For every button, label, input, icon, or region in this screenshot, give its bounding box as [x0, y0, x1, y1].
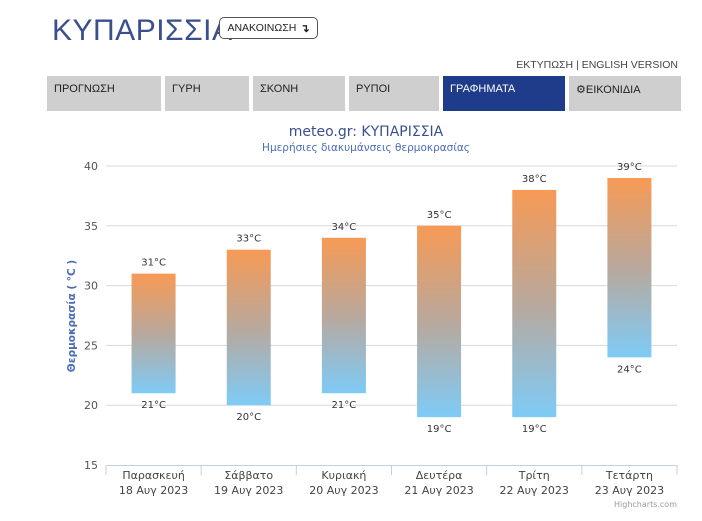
- x-tick-date: 18 Αυγ 2023: [119, 484, 188, 497]
- high-temp-label: 33°C: [236, 234, 261, 245]
- x-tick-date: 20 Αυγ 2023: [309, 484, 378, 497]
- x-tick-date: 23 Αυγ 2023: [595, 484, 664, 497]
- low-temp-label: 20°C: [236, 412, 261, 423]
- credits-link[interactable]: Highcharts.com: [614, 500, 677, 509]
- arrow-turn-icon: ↴: [300, 22, 310, 35]
- main-nav: ΠΡΟΓΝΩΣΗ ΓΥΡΗ ΣΚΟΝΗ ΡΥΠΟΙ ΓΡΑΦΗΜΑΤΑ ⚙ΕΙΚ…: [47, 76, 681, 111]
- low-temp-label: 21°C: [141, 400, 166, 411]
- tab-label: ΠΡΟΓΝΩΣΗ: [54, 83, 115, 95]
- low-temp-label: 19°C: [522, 424, 547, 435]
- grid-lines: [106, 165, 677, 406]
- gear-icon: ⚙: [576, 84, 586, 96]
- tab-pollen[interactable]: ΓΥΡΗ: [165, 76, 249, 111]
- x-tick-day: Τρίτη: [518, 469, 550, 482]
- x-tick-day: Παρασκευή: [122, 469, 185, 482]
- temperature-bar[interactable]: [131, 273, 176, 394]
- high-temp-label: 31°C: [141, 258, 166, 269]
- link-separator: |: [576, 59, 579, 71]
- low-temp-label: 24°C: [617, 364, 642, 375]
- x-tick-day: Δευτέρα: [416, 469, 463, 482]
- tab-pollutants[interactable]: ΡΥΠΟΙ: [349, 76, 439, 111]
- print-link[interactable]: ΕΚΤΥΠΩΣΗ: [516, 59, 574, 71]
- high-temp-label: 34°C: [332, 222, 357, 233]
- x-tick-day: Κυριακή: [321, 469, 366, 482]
- english-version-link[interactable]: ENGLISH VERSION: [581, 59, 678, 71]
- x-tick-date: 21 Αυγ 2023: [404, 484, 473, 497]
- y-tick-label: 30: [84, 280, 98, 293]
- chart-subtitle: Ημερήσιες διακυμάνσεις θερμοκρασίας: [262, 142, 470, 154]
- tab-label: ΕΙΚΟΝΙΔΙΑ: [585, 84, 641, 96]
- tab-charts[interactable]: ΓΡΑΦΗΜΑΤΑ: [443, 76, 565, 111]
- y-tick-label: 15: [84, 459, 98, 472]
- top-links: ΕΚΤΥΠΩΣΗ | ENGLISH VERSION: [516, 59, 678, 71]
- low-temp-label: 21°C: [332, 400, 357, 411]
- x-axis: Παρασκευή 18 Αυγ 2023 Σάββατο 19 Αυγ 2023 Κυ…: [105, 465, 678, 497]
- y-tick-label: 25: [84, 339, 98, 352]
- x-tick-date: 22 Αυγ 2023: [500, 484, 569, 497]
- y-tick-label: 40: [84, 160, 98, 173]
- y-tick-label: 35: [84, 220, 98, 233]
- tab-label: ΡΥΠΟΙ: [356, 83, 391, 95]
- tab-label: ΓΥΡΗ: [172, 83, 201, 95]
- tab-forecast[interactable]: ΠΡΟΓΝΩΣΗ: [47, 76, 161, 111]
- tab-label: ΓΡΑΦΗΜΑΤΑ: [450, 83, 516, 95]
- y-axis-ticks: 15 20 25 30 35 40: [84, 160, 98, 472]
- temperature-bar[interactable]: [607, 177, 652, 358]
- bar-series: [131, 177, 652, 418]
- low-temp-label: 19°C: [427, 424, 452, 435]
- announcement-label: ΑΝΑΚΟΙΝΩΣΗ: [227, 22, 297, 34]
- chart-title: meteo.gr: ΚΥΠΑΡΙΣΣΙΑ: [289, 124, 444, 140]
- x-tick-day: Τετάρτη: [605, 469, 653, 482]
- temperature-bar[interactable]: [417, 225, 462, 418]
- tab-dust[interactable]: ΣΚΟΝΗ: [253, 76, 345, 111]
- temperature-bar[interactable]: [321, 237, 366, 394]
- page-title: ΚΥΠΑΡΙΣΣΙΑ: [52, 14, 233, 47]
- tab-label: ΣΚΟΝΗ: [260, 83, 299, 95]
- high-temp-label: 35°C: [427, 210, 452, 221]
- announcement-button[interactable]: ΑΝΑΚΟΙΝΩΣΗ ↴: [219, 17, 318, 39]
- high-temp-label: 39°C: [617, 162, 642, 173]
- x-tick-day: Σάββατο: [224, 469, 273, 482]
- temperature-bar[interactable]: [512, 189, 557, 418]
- temperature-bar[interactable]: [226, 249, 271, 406]
- y-axis-title: Θερμοκρασία ( °C ): [66, 260, 78, 372]
- tab-icons[interactable]: ⚙ΕΙΚΟΝΙΔΙΑ: [569, 76, 681, 111]
- x-tick-date: 19 Αυγ 2023: [214, 484, 283, 497]
- data-labels: 31°C 21°C 33°C 20°C 34°C 21°C 35°C 19°C 38°C 19°C…: [141, 162, 642, 435]
- high-temp-label: 38°C: [522, 174, 547, 185]
- y-tick-label: 20: [84, 399, 98, 412]
